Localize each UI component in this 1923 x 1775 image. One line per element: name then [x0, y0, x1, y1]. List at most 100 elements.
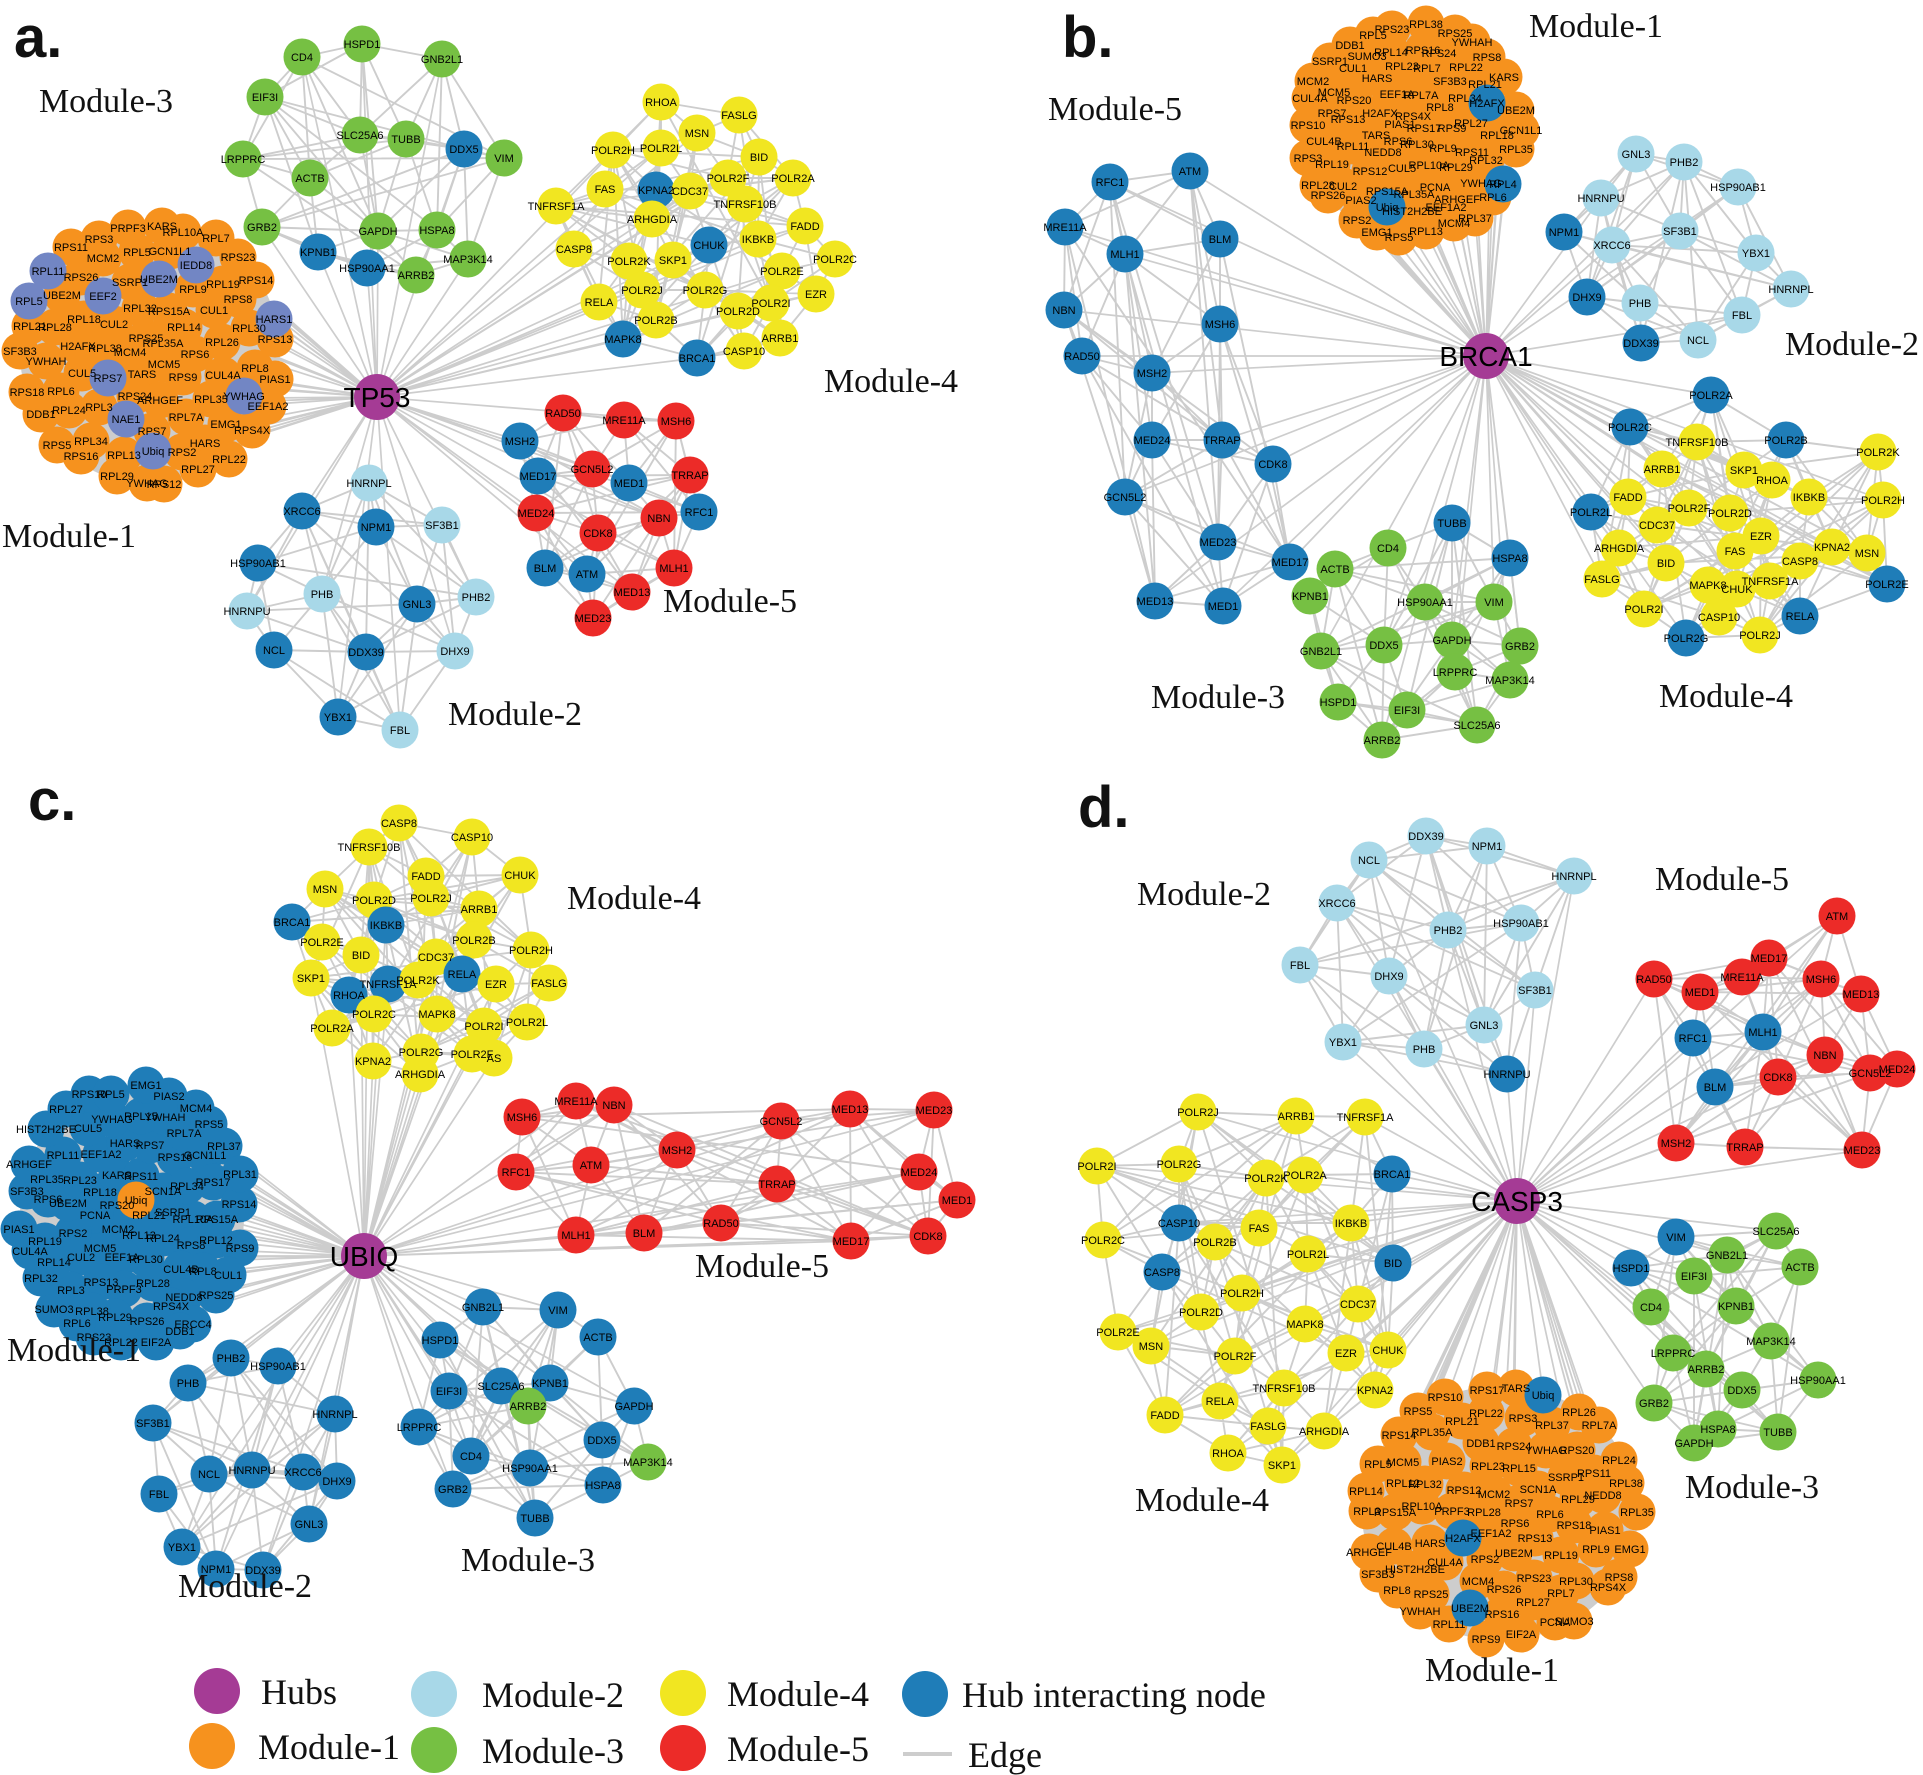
svg-text:YWHAH: YWHAH: [145, 1112, 186, 1124]
svg-text:RPS16: RPS16: [158, 1152, 193, 1164]
svg-text:RPS15A: RPS15A: [148, 306, 191, 318]
svg-text:HSPD1: HSPD1: [422, 1335, 459, 1347]
svg-text:EIF2A: EIF2A: [1506, 1629, 1537, 1641]
svg-text:PRPF3: PRPF3: [110, 223, 145, 235]
svg-text:LRPPRC: LRPPRC: [221, 154, 266, 166]
svg-text:KPNA2: KPNA2: [1357, 1385, 1393, 1397]
svg-text:RPL8: RPL8: [241, 363, 269, 375]
svg-text:RPL12: RPL12: [199, 1235, 233, 1247]
svg-text:NCL: NCL: [1358, 855, 1380, 867]
svg-text:RPL10A: RPL10A: [163, 227, 205, 239]
svg-text:POLR2D: POLR2D: [1708, 508, 1752, 520]
svg-text:RPS26: RPS26: [1487, 1584, 1522, 1596]
svg-text:POLR2G: POLR2G: [1157, 1159, 1202, 1171]
svg-text:CUL2: CUL2: [100, 319, 128, 331]
svg-text:CDK8: CDK8: [1258, 459, 1287, 471]
svg-text:MSH6: MSH6: [661, 416, 692, 428]
svg-text:ARHGEF: ARHGEF: [137, 395, 183, 407]
svg-text:RPS13: RPS13: [84, 1277, 119, 1289]
svg-text:NCL: NCL: [1687, 335, 1709, 347]
svg-text:Module-1: Module-1: [1425, 1652, 1559, 1689]
svg-text:FBL: FBL: [1290, 960, 1310, 972]
svg-text:XRCC6: XRCC6: [1593, 240, 1630, 252]
svg-text:PHB2: PHB2: [1670, 157, 1699, 169]
svg-text:RPL35: RPL35: [1620, 1507, 1654, 1519]
svg-text:MSH6: MSH6: [1205, 319, 1236, 331]
svg-text:KPNB1: KPNB1: [1292, 591, 1328, 603]
svg-text:MAP3K14: MAP3K14: [443, 254, 493, 266]
svg-text:BRCA1: BRCA1: [274, 917, 311, 929]
svg-text:Module-3: Module-3: [39, 83, 173, 120]
svg-text:MSH2: MSH2: [505, 436, 536, 448]
svg-text:RPS11: RPS11: [54, 242, 88, 254]
svg-text:H2AFX: H2AFX: [1469, 98, 1505, 110]
svg-text:PHB: PHB: [1629, 298, 1652, 310]
svg-text:MSH2: MSH2: [1137, 368, 1168, 380]
svg-text:FASLG: FASLG: [1584, 574, 1619, 586]
svg-text:RPL6: RPL6: [1479, 192, 1507, 204]
svg-text:LRPPRC: LRPPRC: [397, 1422, 442, 1434]
svg-text:RPL22: RPL22: [1449, 62, 1483, 74]
svg-text:d.: d.: [1078, 775, 1130, 840]
svg-text:RPL5: RPL5: [1364, 1459, 1392, 1471]
svg-text:RPS4X: RPS4X: [1395, 111, 1432, 123]
svg-text:RPL15: RPL15: [1502, 1463, 1536, 1475]
svg-text:HSPA8: HSPA8: [419, 225, 454, 237]
svg-text:c.: c.: [28, 768, 76, 833]
svg-text:MED1: MED1: [614, 478, 645, 490]
svg-text:RPS15A: RPS15A: [196, 1214, 239, 1226]
svg-text:BLM: BLM: [534, 563, 557, 575]
svg-text:TNFRSF1A: TNFRSF1A: [1337, 1112, 1395, 1124]
svg-text:CUL5: CUL5: [68, 368, 96, 380]
svg-text:MCM2: MCM2: [1478, 1489, 1510, 1501]
svg-text:CASP8: CASP8: [1782, 556, 1818, 568]
svg-text:RPL18: RPL18: [83, 1187, 117, 1199]
svg-text:GCN5L2: GCN5L2: [1849, 1068, 1892, 1080]
svg-text:RPL11: RPL11: [32, 266, 65, 278]
svg-text:ARRB1: ARRB1: [1644, 464, 1681, 476]
svg-text:RPL32: RPL32: [123, 303, 157, 315]
svg-text:TNFRSF1A: TNFRSF1A: [528, 201, 586, 213]
svg-text:TRRAP: TRRAP: [1726, 1142, 1763, 1154]
svg-text:RPL3: RPL3: [57, 1285, 85, 1297]
svg-text:RPL30: RPL30: [1400, 139, 1434, 151]
svg-text:RPL7: RPL7: [1413, 63, 1441, 75]
svg-text:UBE2M: UBE2M: [1495, 1548, 1533, 1560]
svg-text:RPL14: RPL14: [1349, 1486, 1383, 1498]
svg-text:HSPD1: HSPD1: [1613, 1263, 1650, 1275]
svg-text:RPL4: RPL4: [1489, 179, 1517, 191]
svg-text:RPL29: RPL29: [1439, 162, 1473, 174]
svg-text:RAD50: RAD50: [1636, 974, 1671, 986]
svg-text:RPS3: RPS3: [85, 234, 114, 246]
svg-text:CASP8: CASP8: [556, 244, 592, 256]
svg-text:SKP1: SKP1: [659, 255, 687, 267]
svg-text:PRPF3: PRPF3: [1434, 1506, 1469, 1518]
svg-text:POLR2A: POLR2A: [1283, 1170, 1327, 1182]
svg-text:SCN1A: SCN1A: [145, 1186, 182, 1198]
svg-text:MSH6: MSH6: [507, 1112, 538, 1124]
svg-text:PCNA: PCNA: [1540, 1617, 1571, 1629]
svg-text:SLC25A6: SLC25A6: [477, 1381, 524, 1393]
svg-text:GNB2L1: GNB2L1: [421, 54, 463, 66]
svg-text:MSN: MSN: [313, 884, 338, 896]
svg-text:POLR2E: POLR2E: [300, 937, 343, 949]
svg-text:GNL3: GNL3: [1622, 149, 1651, 161]
svg-text:CHUK: CHUK: [693, 240, 725, 252]
svg-text:RELA: RELA: [1206, 1396, 1235, 1408]
svg-text:CUL5: CUL5: [74, 1123, 102, 1135]
svg-text:RPL27: RPL27: [181, 464, 215, 476]
svg-text:RPS6: RPS6: [181, 349, 210, 361]
svg-text:BLM: BLM: [1209, 234, 1232, 246]
svg-text:BID: BID: [1657, 558, 1675, 570]
svg-text:FADD: FADD: [1150, 1410, 1179, 1422]
svg-text:POLR2J: POLR2J: [1739, 630, 1781, 642]
svg-text:ARRB2: ARRB2: [1688, 1364, 1725, 1376]
svg-text:PHB2: PHB2: [1434, 925, 1463, 937]
svg-text:RPS10: RPS10: [72, 1089, 107, 1101]
svg-text:HSP90AB1: HSP90AB1: [1493, 918, 1549, 930]
svg-text:POLR2D: POLR2D: [352, 895, 396, 907]
svg-text:NEDD8: NEDD8: [1364, 147, 1401, 159]
svg-text:FASLG: FASLG: [531, 978, 566, 990]
svg-text:RPS3: RPS3: [1294, 153, 1323, 165]
svg-text:RPS23: RPS23: [1517, 1573, 1552, 1585]
